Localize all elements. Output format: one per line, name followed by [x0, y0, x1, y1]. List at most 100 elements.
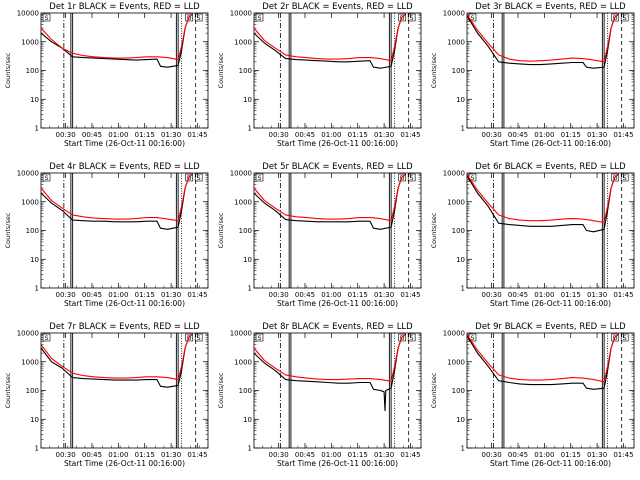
x-tick-label: 01:15	[561, 131, 581, 139]
flag-box	[42, 333, 51, 342]
plot-frame	[40, 12, 209, 129]
y-tick-label: 10	[243, 416, 252, 424]
y-tick-label: 1000	[447, 198, 465, 206]
x-tick-label: 00:30	[482, 131, 502, 139]
flag-label: S	[45, 335, 49, 342]
flag-label: D	[187, 15, 192, 22]
y-tick-label: 1	[248, 445, 252, 453]
flag-box	[398, 173, 406, 182]
x-tick-label: 01:30	[587, 131, 607, 139]
flag-label: S	[623, 335, 627, 342]
x-tick-label: 01:45	[613, 451, 633, 459]
series-lld	[253, 333, 406, 382]
y-tick-label: 1	[35, 285, 39, 293]
flag-box	[407, 173, 416, 182]
series-events	[466, 173, 619, 233]
x-tick-label: 00:30	[56, 291, 76, 299]
x-tick-label: 01:30	[374, 451, 394, 459]
x-axis-label: Start Time (26-Oct-11 00:16:00)	[64, 459, 185, 468]
x-tick-label: 00:30	[482, 291, 502, 299]
chart-svg-7: Det 7r BLACK = Events, RED = LLD 1 10 100 10…	[4, 322, 209, 468]
x-tick-label: 01:00	[534, 291, 554, 299]
y-tick-label: 100	[452, 227, 465, 235]
x-tick-label: 01:45	[613, 131, 633, 139]
series-events	[40, 333, 193, 388]
flag-box	[611, 333, 619, 342]
chart-panel-9: Det 9r BLACK = Events, RED = LLD 1 10 100 10…	[426, 320, 639, 480]
chart-svg-6: Det 6r BLACK = Events, RED = LLD 1 10 100 10…	[430, 162, 635, 308]
chart-svg-1: Det 1r BLACK = Events, RED = LLD 1 10 100 10…	[4, 2, 209, 148]
y-tick-label: 100	[26, 227, 39, 235]
flag-box	[194, 173, 203, 182]
plot-frame	[40, 172, 209, 289]
y-tick-label: 1	[461, 445, 465, 453]
x-tick-label: 01:15	[348, 131, 368, 139]
flag-box	[611, 13, 619, 22]
y-tick-label: 1000	[21, 38, 39, 46]
y-tick-label: 10	[456, 256, 465, 264]
flag-label: D	[400, 15, 405, 22]
y-tick-label: 100	[26, 387, 39, 395]
flag-box	[398, 13, 406, 22]
x-tick-label: 00:30	[56, 451, 76, 459]
flag-label: S	[258, 175, 262, 182]
x-tick-label: 01:00	[321, 291, 341, 299]
x-tick-label: 01:45	[613, 291, 633, 299]
panel-title: Det 3r BLACK = Events, RED = LLD	[475, 2, 626, 12]
series-lld	[253, 13, 406, 62]
y-axis-label: Counts/sec	[430, 372, 438, 408]
x-tick-label: 01:45	[400, 451, 420, 459]
plot-frame	[253, 332, 422, 449]
panel-title: Det 6r BLACK = Events, RED = LLD	[475, 162, 626, 172]
flag-box	[185, 333, 193, 342]
y-tick-label: 10	[243, 256, 252, 264]
y-axis-label: Counts/sec	[4, 52, 12, 88]
y-tick-label: 1	[35, 125, 39, 133]
x-tick-label: 01:30	[161, 131, 181, 139]
flag-box	[255, 333, 264, 342]
x-tick-label: 01:00	[321, 451, 341, 459]
plot-frame	[466, 172, 635, 289]
flag-box	[185, 13, 193, 22]
y-axis-label: Counts/sec	[4, 372, 12, 408]
x-tick-label: 01:15	[561, 291, 581, 299]
y-tick-label: 1	[461, 125, 465, 133]
x-tick-label: 01:45	[187, 131, 207, 139]
flag-label: S	[410, 335, 414, 342]
chart-svg-3: Det 3r BLACK = Events, RED = LLD 1 10 100 10…	[430, 2, 635, 148]
chart-panel-2: Det 2r BLACK = Events, RED = LLD 1 10 100 10…	[213, 0, 426, 160]
y-axis-label: Counts/sec	[217, 52, 225, 88]
flag-label: S	[45, 15, 49, 22]
chart-panel-4: Det 4r BLACK = Events, RED = LLD 1 10 100 10…	[0, 160, 213, 320]
series-lld	[466, 173, 619, 224]
flag-box	[42, 13, 51, 22]
flag-box	[611, 173, 619, 182]
x-axis-label: Start Time (26-Oct-11 00:16:00)	[277, 139, 398, 148]
plot-frame	[466, 332, 635, 449]
y-tick-label: 10	[30, 256, 39, 264]
y-tick-label: 1000	[447, 38, 465, 46]
y-tick-label: 1	[35, 445, 39, 453]
plot-frame	[253, 12, 422, 129]
flag-label: S	[258, 15, 262, 22]
y-axis-label: Counts/sec	[4, 212, 12, 248]
y-tick-label: 100	[26, 67, 39, 75]
x-tick-label: 01:15	[561, 451, 581, 459]
x-tick-label: 00:45	[82, 451, 102, 459]
y-axis-label: Counts/sec	[430, 52, 438, 88]
flag-label: S	[623, 175, 627, 182]
y-tick-label: 1000	[234, 38, 252, 46]
series-lld	[40, 333, 193, 381]
chart-svg-8: Det 8r BLACK = Events, RED = LLD 1 10 100 10…	[217, 322, 422, 468]
y-tick-label: 100	[239, 387, 252, 395]
x-axis-label: Start Time (26-Oct-11 00:16:00)	[490, 139, 611, 148]
panel-title: Det 8r BLACK = Events, RED = LLD	[262, 322, 413, 332]
x-tick-label: 01:00	[534, 131, 554, 139]
chart-svg-2: Det 2r BLACK = Events, RED = LLD 1 10 100 10…	[217, 2, 422, 148]
flag-label: D	[400, 335, 405, 342]
y-tick-label: 1000	[234, 198, 252, 206]
y-tick-label: 10000	[443, 170, 465, 178]
y-tick-label: 10	[243, 96, 252, 104]
x-tick-label: 00:30	[482, 451, 502, 459]
x-tick-label: 00:45	[295, 131, 315, 139]
